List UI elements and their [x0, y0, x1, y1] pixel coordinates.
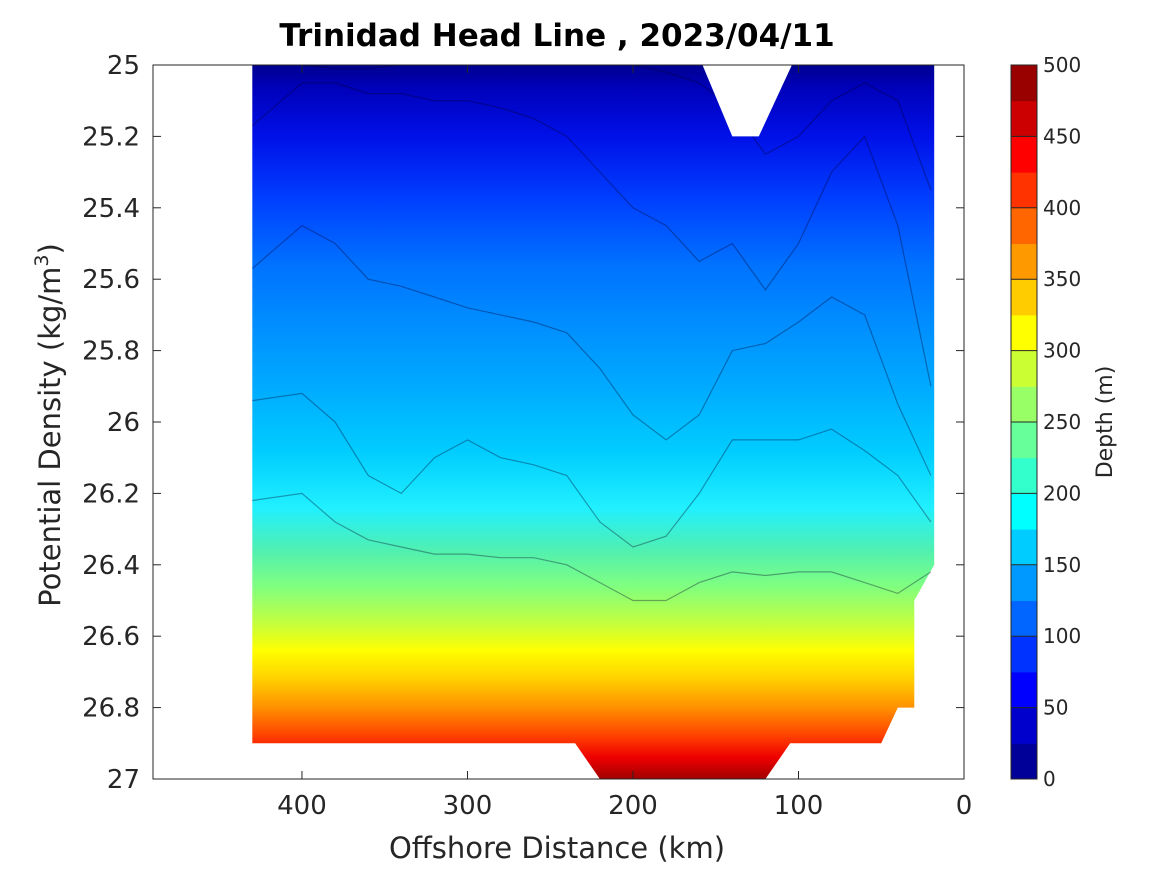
- colorbar-band: [1011, 350, 1037, 387]
- colorbar-tick-label: 400: [1043, 196, 1081, 220]
- colorbar-band: [1011, 564, 1037, 601]
- colorbar-tick-label: 50: [1043, 696, 1068, 720]
- y-tick-label: 26.6: [82, 622, 140, 652]
- colorbar-band: [1011, 100, 1037, 137]
- colorbar-tick-label: 200: [1043, 481, 1081, 505]
- colorbar-band: [1011, 172, 1037, 209]
- colorbar-band: [1011, 529, 1037, 566]
- colorbar-ticks: 0 50 100 150 200 250 300 350 400 450 500: [1011, 53, 1081, 791]
- x-tick-label: 200: [608, 791, 658, 821]
- chart-title: Trinidad Head Line , 2023/04/11: [279, 18, 834, 54]
- colorbar-band: [1011, 707, 1037, 744]
- colorbar-tick-label: 150: [1043, 553, 1081, 577]
- colorbar-band: [1011, 636, 1037, 673]
- y-axis-label-close: ): [33, 243, 67, 254]
- x-tick-label: 300: [443, 791, 493, 821]
- colorbar-band: [1011, 136, 1037, 173]
- x-axis-ticks: 400 300 200 100 0: [277, 65, 972, 821]
- contour-line-25: [252, 65, 932, 191]
- colorbar-band: [1011, 671, 1037, 709]
- y-tick-label: 25.6: [82, 265, 140, 295]
- colorbar-band: [1011, 600, 1037, 637]
- y-tick-label: 26.4: [82, 551, 140, 581]
- colorbar-band: [1011, 457, 1037, 494]
- y-tick-label: 26.2: [82, 479, 140, 509]
- colorbar-tick-label: 250: [1043, 410, 1081, 434]
- contour-lines: [251, 65, 932, 602]
- colorbar-band: [1011, 493, 1037, 530]
- colorbar-tick-label: 450: [1043, 124, 1081, 148]
- colorbar-tick-label: 100: [1043, 624, 1081, 648]
- y-axis-ticks: 25 25.2 25.4 25.6 25.8 26 26.2 26.4 26.6 26.8 27: [82, 51, 964, 795]
- x-tick-label: 0: [956, 791, 973, 821]
- y-tick-label: 27: [107, 765, 140, 795]
- contour-line-125: [252, 492, 932, 602]
- y-tick-label: 26.8: [82, 694, 140, 724]
- colorbar-tick-label: 500: [1043, 53, 1081, 77]
- y-tick-label: 26: [107, 408, 140, 438]
- colorbar-band: [1011, 422, 1037, 459]
- colorbar-bands: [1011, 65, 1037, 780]
- colorbar-band: [1011, 314, 1037, 352]
- colorbar-tick-label: 350: [1043, 267, 1081, 291]
- y-axis-label-superscript: 3: [31, 254, 53, 266]
- colorbar-band: [1011, 243, 1037, 280]
- colorbar: 0 50 100 150 200 250 300 350 400 450 500 Depth (m): [1010, 53, 1118, 791]
- contour-line-50: [251, 82, 932, 387]
- colorbar-band: [1011, 207, 1037, 244]
- x-tick-label: 400: [277, 791, 327, 821]
- colorbar-band: [1011, 65, 1037, 102]
- colorbar-band: [1011, 386, 1037, 423]
- contour-fill-region: [252, 65, 935, 779]
- y-tick-label: 25.8: [82, 337, 140, 367]
- y-tick-label: 25.2: [82, 122, 140, 152]
- colorbar-band: [1011, 743, 1037, 780]
- y-tick-label: 25: [107, 51, 140, 81]
- colorbar-label: Depth (m): [1093, 366, 1118, 479]
- contour-line-75: [251, 224, 932, 476]
- colorbar-tick-label: 300: [1043, 339, 1081, 363]
- y-tick-label: 25.4: [82, 194, 140, 224]
- colorbar-band: [1011, 279, 1037, 316]
- x-axis-label: Offshore Distance (km): [389, 831, 725, 865]
- x-tick-label: 100: [774, 791, 824, 821]
- colorbar-tick-label: 0: [1043, 767, 1056, 791]
- y-axis-label-main: Potential Density (kg/m: [33, 267, 67, 607]
- contour-line-100: [252, 392, 932, 548]
- missing-data-gap: [702, 65, 792, 137]
- y-axis-label: Potential Density (kg/m3): [31, 243, 67, 607]
